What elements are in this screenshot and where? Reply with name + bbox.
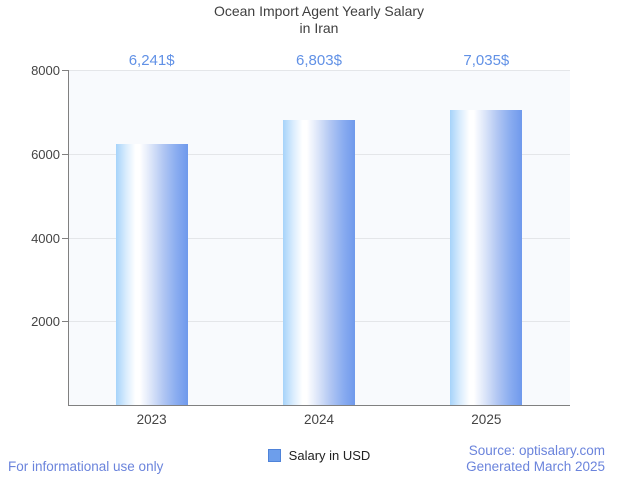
y-axis-label: 4000	[31, 230, 60, 246]
legend: Salary in USD	[0, 448, 638, 463]
x-axis-label: 2024	[303, 412, 335, 427]
source-link[interactable]: Source: optisalary.com	[468, 443, 605, 458]
x-axis-label: 2023	[136, 412, 167, 427]
y-axis-tick	[62, 321, 68, 323]
y-axis-label: 8000	[31, 63, 60, 78]
footer-source-block: Source: optisalary.com Generated March 2…	[466, 443, 605, 475]
bar-value-label: 6,241$	[128, 52, 175, 69]
chart-title-line2: in Iran	[299, 20, 339, 36]
y-axis-line	[68, 70, 69, 405]
bar-value-label: 7,035$	[463, 52, 510, 69]
y-axis-tick	[62, 237, 68, 239]
bar[interactable]	[283, 120, 355, 405]
y-axis-tick	[62, 153, 68, 155]
x-axis-line	[68, 405, 570, 406]
bar[interactable]	[115, 143, 188, 405]
footer-note: For informational use only	[8, 459, 164, 474]
y-axis-tick	[62, 70, 68, 71]
gridline	[68, 70, 570, 71]
bar[interactable]	[450, 110, 523, 405]
chart-title-line1: Ocean Import Agent Yearly Salary	[213, 3, 425, 19]
y-axis-label: 6000	[31, 146, 60, 162]
bar-value-label: 6,803$	[296, 52, 342, 69]
chart-title: Ocean Import Agent Yearly Salary in Iran	[0, 3, 638, 37]
generated-date: Generated March 2025	[466, 459, 605, 474]
y-axis-label: 2000	[31, 314, 60, 330]
x-axis-label: 2025	[471, 412, 502, 427]
legend-label: Salary in USD	[288, 448, 371, 463]
legend-marker-icon	[267, 449, 281, 462]
